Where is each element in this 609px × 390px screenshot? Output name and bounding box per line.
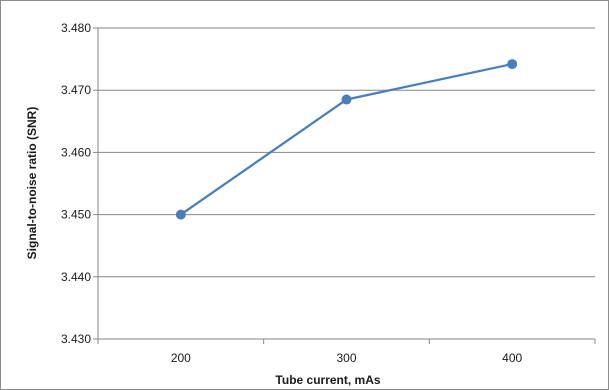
data-point [507, 59, 518, 70]
data-point [341, 94, 352, 105]
x-tick-label: 300 [336, 351, 356, 365]
y-tick-label: 3.460 [61, 145, 91, 159]
y-tick-labels: 3.430 3.440 3.450 3.460 3.470 3.480 [61, 21, 91, 346]
y-tick-label: 3.450 [61, 208, 91, 222]
gridlines [98, 27, 595, 278]
data-point [175, 209, 186, 220]
y-tick-label: 3.480 [61, 21, 91, 35]
y-axis-title: Signal-to-noise ratio (SNR) [25, 107, 39, 260]
x-tick-labels: 200 300 400 [171, 351, 523, 365]
series [175, 59, 518, 220]
y-tick-label: 3.440 [61, 270, 91, 284]
y-tick-label: 3.430 [61, 332, 91, 346]
x-tick-label: 400 [502, 351, 522, 365]
y-tick-label: 3.470 [61, 83, 91, 97]
x-tick-label: 200 [171, 351, 191, 365]
series-line [180, 62, 513, 216]
x-axis-title: Tube current, mAs [275, 373, 380, 387]
axes [93, 27, 596, 344]
